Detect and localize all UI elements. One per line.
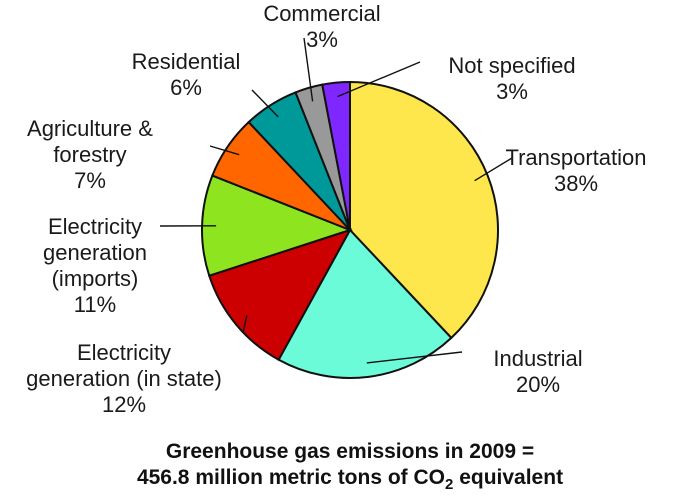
leader-line-1 <box>366 351 463 364</box>
slice-percent-1: 20% <box>516 372 560 397</box>
slice-name-line-2-1: generation (in state) <box>26 366 222 391</box>
caption-subscript: 2 <box>445 476 454 493</box>
slice-label-7: Not specified 3% <box>448 53 575 104</box>
slice-label-2: Electricity generation (in state) 12% <box>26 340 222 417</box>
pie-slices <box>200 80 499 379</box>
caption-line-2-text: 456.8 million metric tons of CO <box>136 466 446 489</box>
pie-slice-0 <box>349 80 499 340</box>
slice-percent-6: 3% <box>306 27 338 52</box>
leader-line-5 <box>251 89 279 118</box>
leader-lines <box>159 37 513 364</box>
slice-percent-2: 12% <box>102 392 146 417</box>
leader-line-0 <box>474 157 513 182</box>
slice-name-line-1-0: Industrial <box>493 346 582 371</box>
leader-line-6 <box>303 37 314 102</box>
caption-line-1: Greenhouse gas emissions in 2009 = <box>0 440 700 464</box>
caption-line-2: 456.8 million metric tons of CO2 equival… <box>0 466 700 493</box>
slice-name-line-5-0: Residential <box>132 49 241 74</box>
slice-name-line-4-0: Agriculture & <box>27 116 153 141</box>
caption-line-1-text: Greenhouse gas emissions in 2009 = <box>165 440 535 463</box>
slice-label-1: Industrial 20% <box>493 346 582 397</box>
slice-label-4: Agriculture & forestry 7% <box>27 116 153 193</box>
slice-percent-7: 3% <box>496 79 528 104</box>
slice-percent-5: 6% <box>170 75 202 100</box>
pie-slice-1 <box>277 228 453 379</box>
slice-name-line-3-2: (imports) <box>52 266 139 291</box>
slice-label-0: Transportation 38% <box>505 145 646 196</box>
slice-percent-3: 11% <box>74 292 116 317</box>
slice-label-5: Residential 6% <box>132 49 241 100</box>
slice-name-line-3-1: generation <box>43 240 147 265</box>
slice-labels: Transportation 38% Industrial 20% Electricit… <box>26 1 646 417</box>
slice-name-line-0-0: Transportation <box>505 145 646 170</box>
slice-name-line-4-1: forestry <box>53 142 126 167</box>
pie-slice-7 <box>321 80 351 231</box>
leader-line-4 <box>209 145 240 156</box>
slice-percent-0: 38% <box>554 171 598 196</box>
slice-name-line-3-0: Electricity <box>48 214 142 239</box>
slice-percent-4: 7% <box>74 168 106 193</box>
slice-label-6: Commercial 3% <box>263 1 380 52</box>
leader-line-2 <box>242 315 248 334</box>
slice-name-line-7-0: Not specified <box>448 53 575 78</box>
leader-line-7 <box>337 61 421 98</box>
caption-line-2-end: equivalent <box>453 466 564 489</box>
slice-name-line-6-0: Commercial <box>263 1 380 26</box>
slice-label-3: Electricity generation (imports) 11% <box>43 214 147 317</box>
slice-name-line-2-0: Electricity <box>77 340 171 365</box>
